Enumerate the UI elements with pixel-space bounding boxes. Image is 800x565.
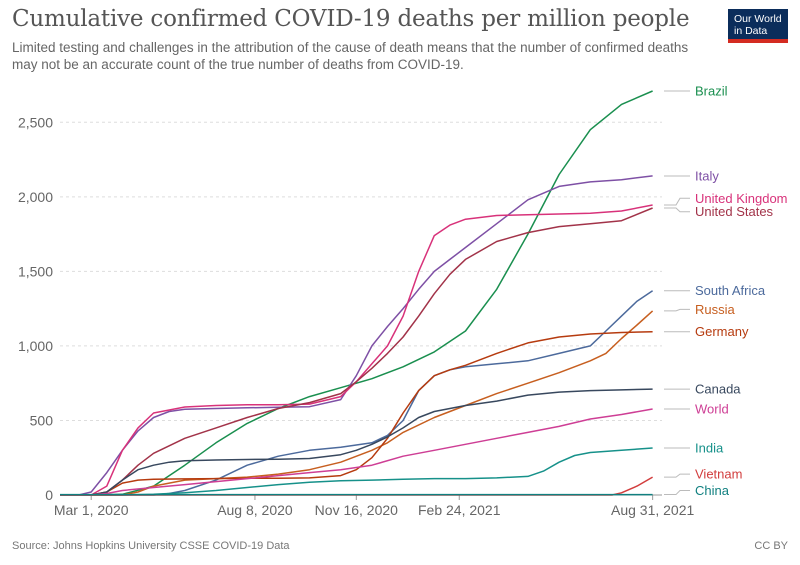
series-line-world[interactable] (60, 408, 653, 496)
label-connector (664, 490, 690, 496)
series-line-russia[interactable] (60, 310, 654, 496)
series-line-italy[interactable] (60, 175, 653, 496)
x-tick-label: Aug 8, 2020 (217, 502, 293, 518)
series-line-united-states[interactable] (60, 207, 653, 496)
license-link[interactable]: CC BY (754, 540, 788, 552)
series-line-india[interactable] (60, 447, 653, 496)
y-tick-label: 2,500 (18, 114, 53, 130)
series-label-united-kingdom[interactable]: United Kingdom (695, 191, 788, 206)
label-connector (664, 197, 690, 206)
series-label-china[interactable]: China (695, 483, 730, 498)
series-label-united-states[interactable]: United States (695, 204, 774, 219)
series-label-italy[interactable]: Italy (695, 168, 719, 183)
label-connector (664, 308, 690, 312)
y-tick-label: 2,000 (18, 189, 53, 205)
series-label-south-africa[interactable]: South Africa (695, 283, 766, 298)
series-line-canada[interactable] (60, 388, 653, 496)
x-tick-label: Mar 1, 2020 (54, 502, 129, 518)
source-note: Source: Johns Hopkins University CSSE CO… (12, 540, 290, 552)
label-connector (664, 207, 690, 213)
series-label-germany[interactable]: Germany (695, 324, 749, 339)
chart-subtitle: Limited testing and challenges in the at… (12, 40, 689, 72)
series-label-russia[interactable]: Russia (695, 302, 736, 317)
y-tick-label: 500 (30, 412, 54, 428)
y-tick-label: 1,500 (18, 263, 53, 279)
x-tick-label: Aug 31, 2021 (611, 502, 695, 518)
series-line-south-africa[interactable] (60, 290, 654, 496)
series-label-world[interactable]: World (695, 401, 729, 416)
label-connector (664, 473, 690, 478)
series-line-brazil[interactable] (60, 90, 653, 496)
series-label-canada[interactable]: Canada (695, 382, 741, 397)
series-line-germany[interactable] (60, 330, 653, 496)
logo-line-1: Our World (734, 13, 782, 25)
series-label-brazil[interactable]: Brazil (695, 83, 728, 98)
series-label-vietnam[interactable]: Vietnam (695, 467, 742, 482)
y-tick-label: 1,000 (18, 338, 53, 354)
x-tick-label: Feb 24, 2021 (418, 502, 501, 518)
y-tick-label: 0 (45, 487, 53, 503)
x-tick-label: Nov 16, 2020 (315, 502, 398, 518)
logo-line-2: in Data (734, 25, 768, 37)
series-label-india[interactable]: India (695, 441, 724, 456)
series-line-united-kingdom[interactable] (60, 204, 653, 496)
chart-title: Cumulative confirmed COVID-19 deaths per… (12, 6, 690, 32)
owid-logo[interactable]: Our World in Data (728, 9, 788, 43)
